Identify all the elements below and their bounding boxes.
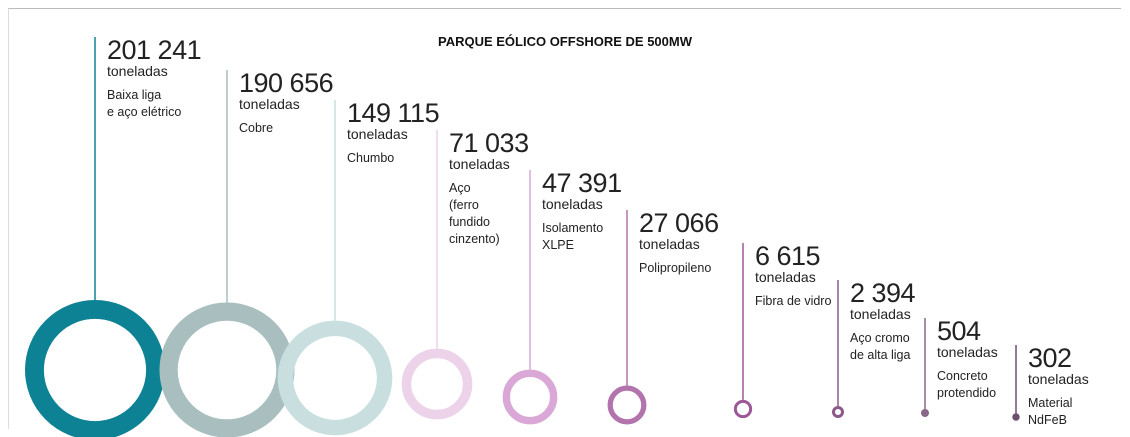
value-label: 201 241 xyxy=(107,35,202,65)
ring xyxy=(1012,413,1020,421)
item-label: 504 toneladas Concreto protendido xyxy=(937,318,998,402)
category-label: Cobre xyxy=(239,121,274,135)
category-label: Aço (ferro fundido cinzento) xyxy=(449,181,500,246)
category-label: Chumbo xyxy=(347,151,395,165)
value-label: 6 615 xyxy=(755,241,821,271)
ring xyxy=(25,300,165,437)
ring xyxy=(277,320,393,436)
value-label: 27 066 xyxy=(639,208,719,238)
chart-title: PARQUE EÓLICO OFFSHORE DE 500MW xyxy=(437,34,692,49)
frame xyxy=(8,8,1121,429)
value-label: 71 033 xyxy=(449,128,529,158)
category-label: Aço cromo de alta liga xyxy=(850,331,911,362)
item-label: 302 toneladas Material NdFeB xyxy=(1028,345,1089,429)
value-label: 47 391 xyxy=(542,168,622,198)
unit-label: toneladas xyxy=(937,344,998,360)
item-label: 149 115 toneladas Chumbo xyxy=(347,98,440,167)
category-label: Baixa liga e aço elétrico xyxy=(107,88,182,119)
category-label: Material NdFeB xyxy=(1028,396,1073,427)
unit-label: toneladas xyxy=(639,236,700,252)
unit-label: toneladas xyxy=(347,126,408,142)
value-label: 302 xyxy=(1028,343,1072,373)
unit-label: toneladas xyxy=(107,63,168,79)
ring xyxy=(920,408,930,418)
value-label: 2 394 xyxy=(850,278,916,308)
ring xyxy=(831,405,845,419)
unit-label: toneladas xyxy=(542,196,603,212)
ring xyxy=(401,348,473,420)
category-label: Polipropileno xyxy=(639,261,712,275)
item-label: 2 394 toneladas Aço cromo de alta liga xyxy=(850,278,916,364)
unit-label: toneladas xyxy=(1028,371,1089,387)
unit-label: toneladas xyxy=(239,96,300,112)
item-label: 190 656 toneladas Cobre xyxy=(239,68,334,137)
value-label: 504 xyxy=(937,316,981,346)
item-label: 201 241 toneladas Baixa liga e aço elétric… xyxy=(107,35,202,121)
item-label: 71 033 toneladas Aço (ferro fundido cinzen… xyxy=(449,130,529,248)
value-label: 149 115 xyxy=(347,98,440,128)
category-label: Concreto protendido xyxy=(937,369,997,400)
item-label: 27 066 toneladas Polipropileno xyxy=(639,210,719,277)
unit-label: toneladas xyxy=(449,156,510,172)
unit-label: toneladas xyxy=(755,269,816,285)
item-label: 47 391 toneladas Isolamento XLPE xyxy=(542,170,622,254)
category-label: Fibra de vidro xyxy=(755,294,832,308)
ring xyxy=(607,385,647,425)
ring xyxy=(733,399,753,419)
ring xyxy=(502,369,558,425)
category-label: Isolamento XLPE xyxy=(542,221,604,252)
value-label: 190 656 xyxy=(239,68,334,98)
unit-label: toneladas xyxy=(850,306,911,322)
ring xyxy=(159,302,295,437)
item-label: 6 615 toneladas Fibra de vidro xyxy=(755,243,831,310)
